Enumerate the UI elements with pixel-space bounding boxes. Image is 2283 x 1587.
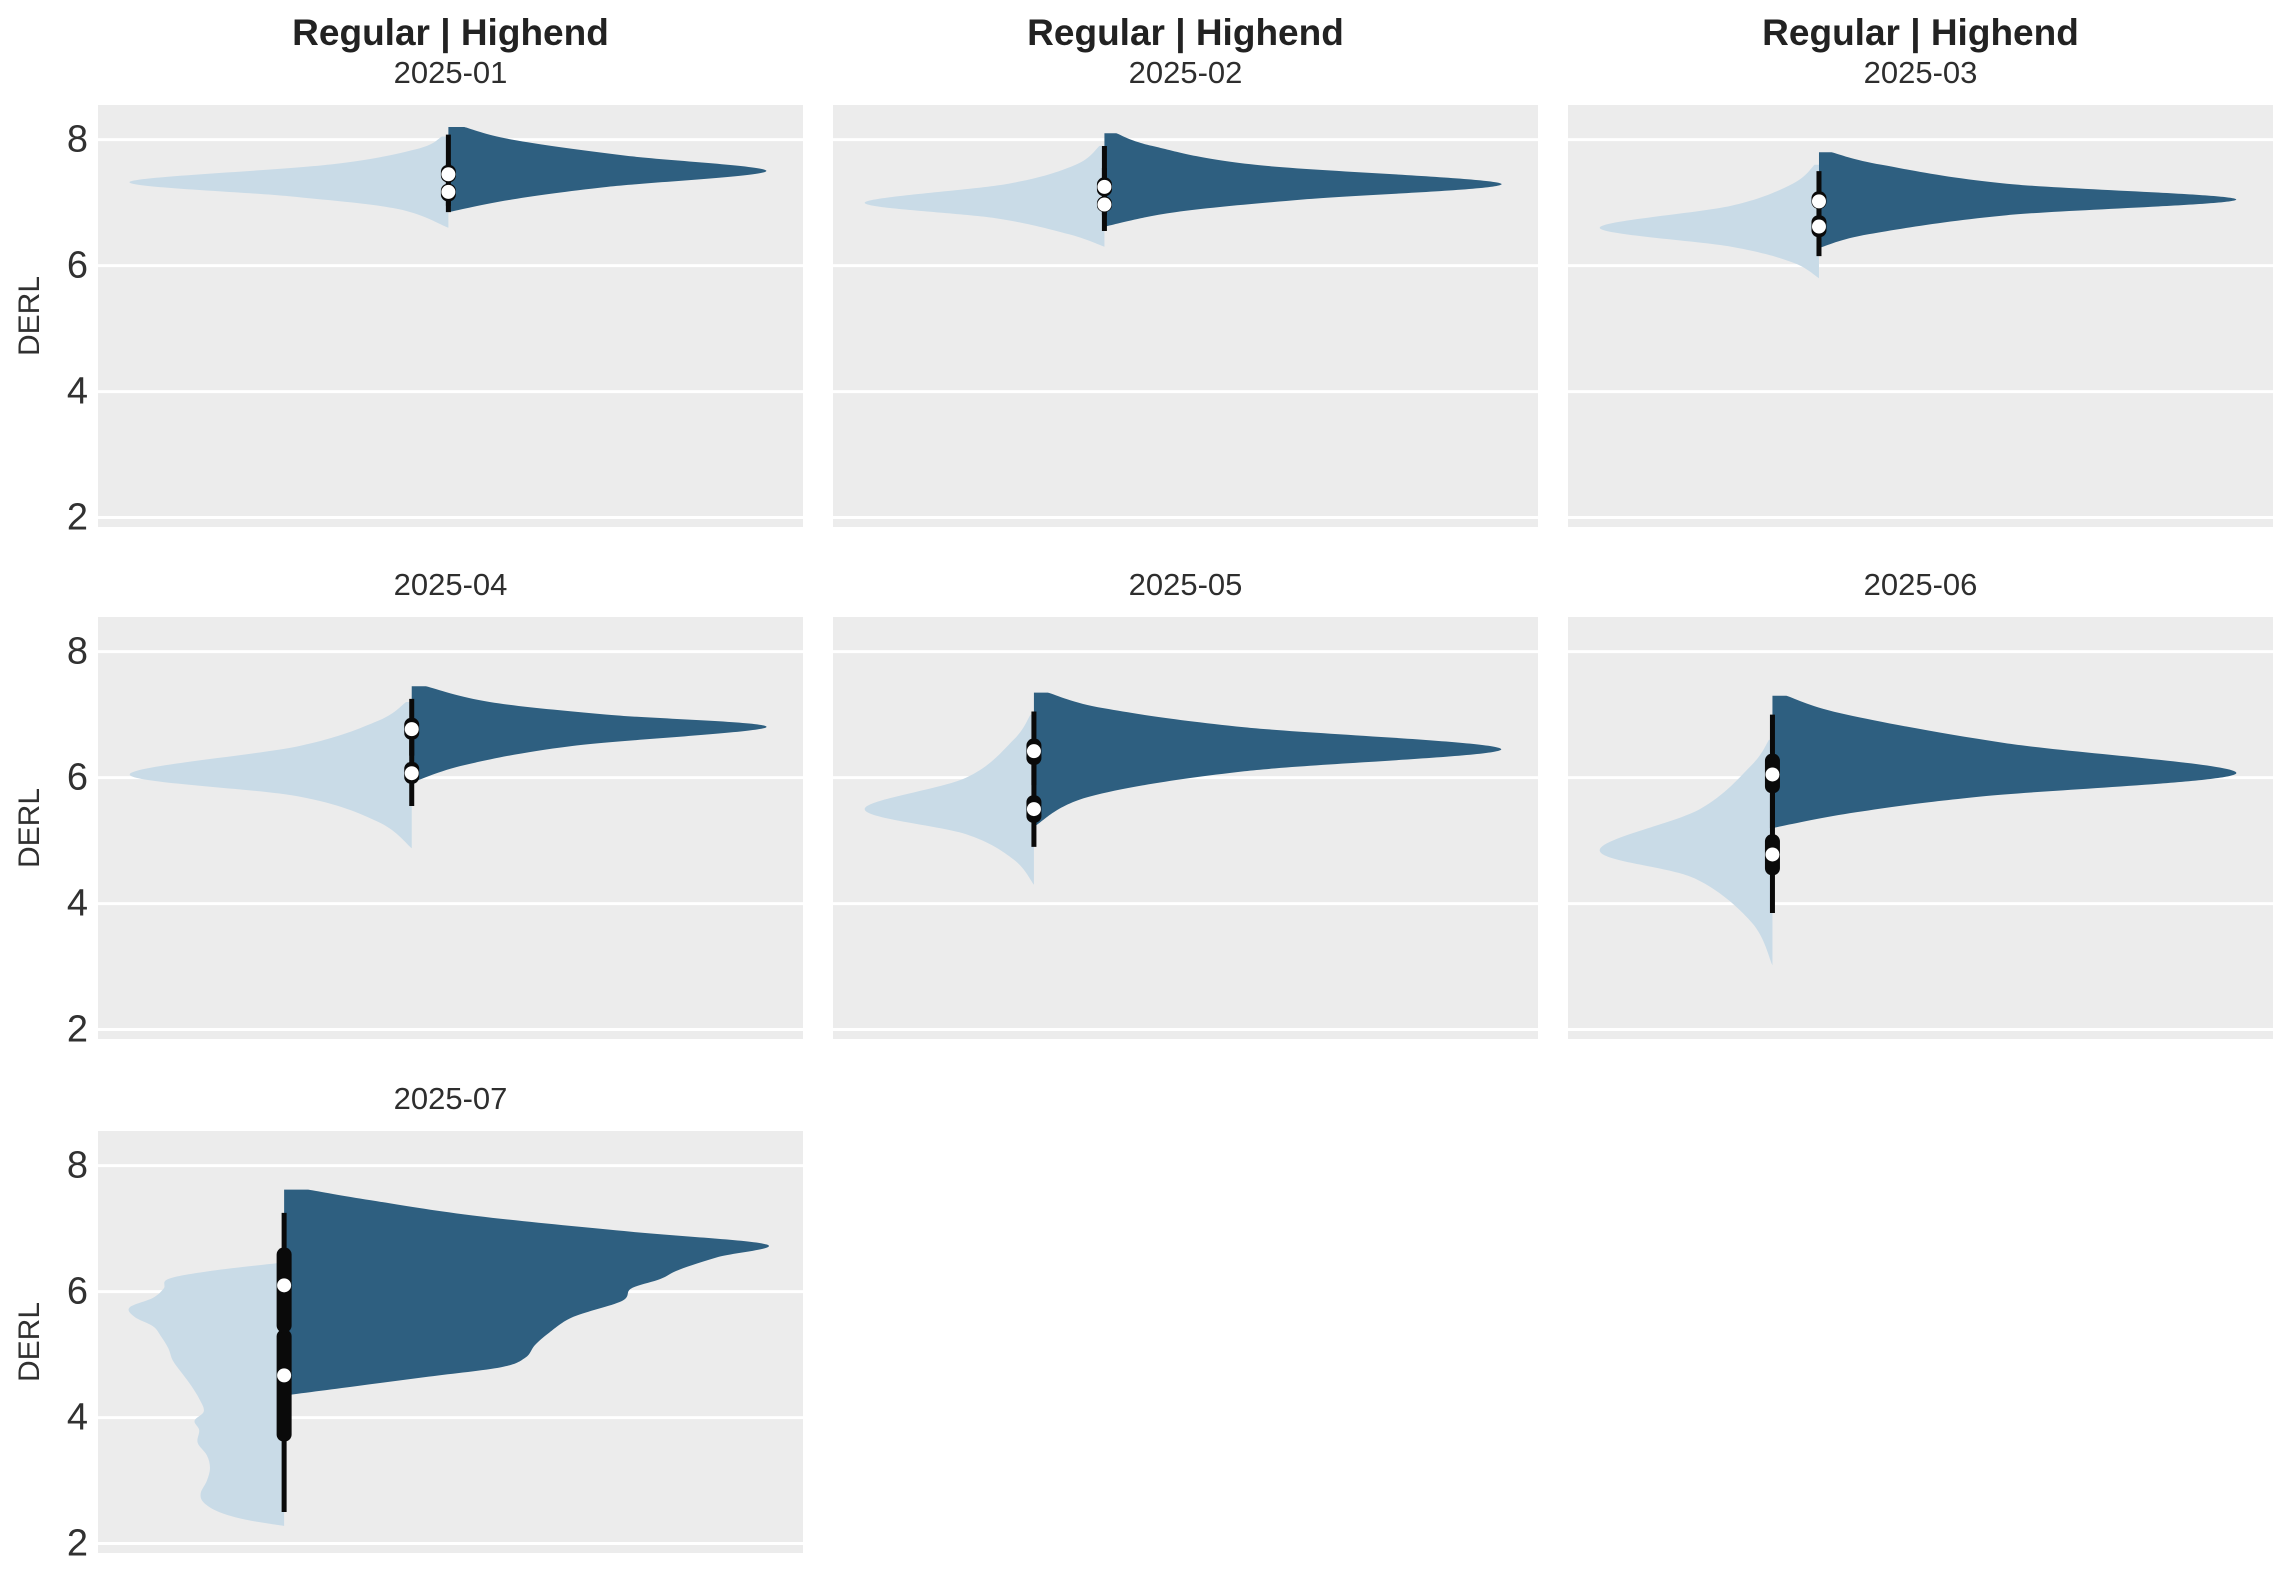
y-tick-label: 2: [66, 496, 88, 539]
y-tick-label: 8: [66, 1144, 88, 1187]
facet-subtitle-2025-02: 2025-02: [1128, 55, 1243, 90]
panel-background: [833, 617, 1538, 1039]
median-dot-highend: [1026, 744, 1041, 759]
y-axis-title: DERL: [13, 275, 46, 357]
y-tick-label: 2: [66, 1522, 88, 1565]
violin-half-regular: [128, 1263, 285, 1526]
facet-subtitle-2025-06: 2025-06: [1863, 567, 1978, 602]
violin-half-highend: [1104, 133, 1502, 227]
facet-panel-2025-02: [833, 105, 1538, 527]
y-tick-label: 4: [66, 1396, 88, 1439]
median-dot-regular: [441, 184, 456, 199]
median-dot-regular: [277, 1368, 292, 1383]
median-dot-highend: [1097, 179, 1112, 194]
y-tick-label: 4: [66, 370, 88, 413]
y-tick-label: 6: [66, 1270, 88, 1313]
y-tick-label: 6: [66, 244, 88, 287]
facet-subtitle-2025-04: 2025-04: [393, 567, 508, 602]
facet-panel-2025-03: [1568, 105, 2273, 527]
facet-subtitle-2025-03: 2025-03: [1863, 55, 1978, 90]
y-axis-title: DERL: [13, 787, 46, 869]
median-dot-regular: [404, 766, 419, 781]
violin-half-regular: [129, 136, 449, 228]
facet-panel-2025-07: [98, 1131, 803, 1553]
facet-panel-2025-04: [98, 617, 803, 1039]
median-dot-regular: [1811, 219, 1826, 234]
y-tick-label: 8: [66, 118, 88, 161]
y-tick-label: 2: [66, 1008, 88, 1051]
violin-half-highend: [1818, 152, 2237, 248]
facet-panel-2025-05: [833, 617, 1538, 1039]
median-dot-highend: [441, 167, 456, 182]
facet-panel-2025-01: [98, 105, 803, 527]
median-dot-highend: [277, 1278, 292, 1293]
facet-column-header: Regular | Highend: [1762, 12, 2079, 53]
violin-half-highend: [284, 1189, 769, 1396]
median-dot-regular: [1765, 847, 1780, 862]
facet-subtitle-2025-05: 2025-05: [1128, 567, 1243, 602]
y-axis-title: DERL: [13, 1301, 46, 1383]
violin-half-regular: [1599, 739, 1773, 966]
violin-half-highend: [1033, 692, 1502, 827]
median-dot-highend: [1811, 194, 1826, 209]
y-tick-label: 4: [66, 882, 88, 925]
y-tick-label: 8: [66, 630, 88, 673]
violin-half-regular: [864, 145, 1105, 247]
panel-background: [98, 617, 803, 1039]
median-dot-highend: [404, 722, 419, 737]
violin-half-highend: [411, 686, 767, 783]
panel-background: [1568, 105, 2273, 527]
violin-half-regular: [864, 714, 1034, 885]
violin-half-regular: [1599, 164, 1819, 279]
violin-half-regular: [129, 702, 412, 849]
y-tick-label: 6: [66, 756, 88, 799]
median-dot-highend: [1765, 767, 1780, 782]
violin-half-highend: [1772, 695, 2237, 828]
facet-column-header: Regular | Highend: [1027, 12, 1344, 53]
median-dot-regular: [1026, 802, 1041, 817]
facet-panel-2025-06: [1568, 617, 2273, 1039]
median-dot-regular: [1097, 197, 1112, 212]
violin-half-highend: [448, 127, 767, 213]
facet-subtitle-2025-07: 2025-07: [393, 1081, 508, 1116]
facet-subtitle-2025-01: 2025-01: [393, 55, 508, 90]
facet-column-header: Regular | Highend: [292, 12, 609, 53]
